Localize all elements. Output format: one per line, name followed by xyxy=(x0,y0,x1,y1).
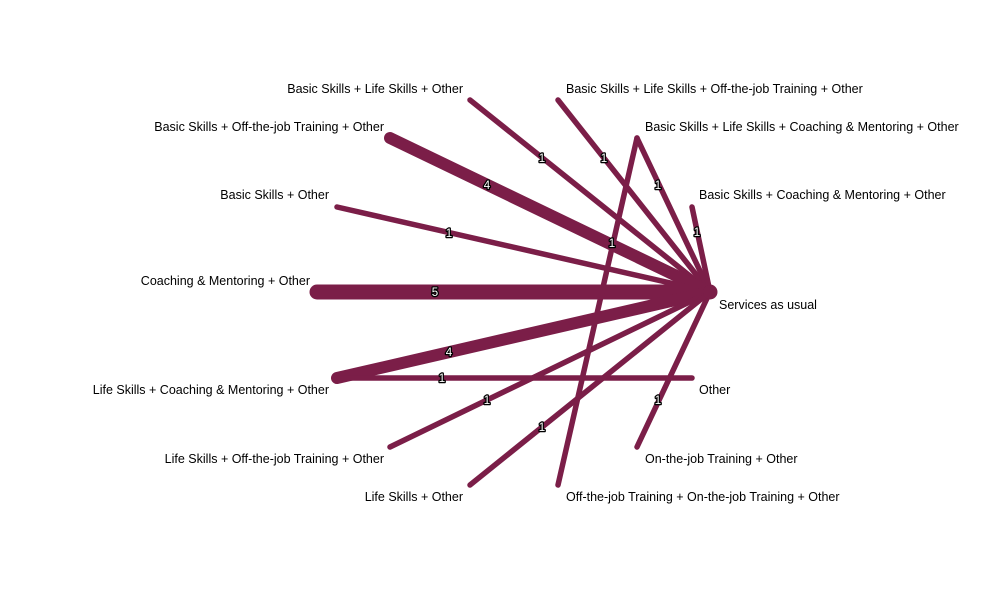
edge-weight-label: 1 xyxy=(539,422,545,434)
node-label: Basic Skills + Off-the-job Training + Ot… xyxy=(154,120,384,134)
node-label: Basic Skills + Life Skills + Other xyxy=(287,82,463,96)
node-label: Basic Skills + Other xyxy=(220,188,329,202)
edge-weight-label: 1 xyxy=(484,395,490,407)
edge-weight-label: 1 xyxy=(439,373,445,385)
edge-hub-n11 xyxy=(634,289,713,450)
edge-n4-n13 xyxy=(555,135,640,488)
node-label: On-the-job Training + Other xyxy=(645,452,798,466)
node-label: Other xyxy=(699,383,730,397)
edge-hub-n10 xyxy=(387,289,713,450)
edge-hub-n5 xyxy=(334,204,713,295)
node-label: Life Skills + Coaching & Mentoring + Oth… xyxy=(93,383,329,397)
edge-layer xyxy=(309,97,718,488)
edge-weight-label: 4 xyxy=(484,180,491,192)
edge-hub-n2 xyxy=(555,97,713,295)
edge-hub-n1 xyxy=(467,97,713,295)
edge-weight-label: 4 xyxy=(446,347,453,359)
node-label: Off-the-job Training + On-the-job Traini… xyxy=(566,490,840,504)
edge-weight-label: 1 xyxy=(601,153,607,165)
edge-hub-n6 xyxy=(689,204,713,295)
edge-hub-n12 xyxy=(467,289,713,488)
node-label-layer: Services as usual Basic Skills + Life Ski… xyxy=(93,82,959,504)
edge-weight-label: 1 xyxy=(446,228,452,240)
edge-weight-label: 1 xyxy=(655,395,661,407)
node-label: Life Skills + Other xyxy=(365,490,463,504)
node-label: Life Skills + Off-the-job Training + Oth… xyxy=(165,452,384,466)
edge-hub-n4 xyxy=(634,135,713,295)
edge-label-layer: 1 1 4 1 1 1 5 4 1 1 1 1 1 xyxy=(430,152,701,436)
edge-hub-n3 xyxy=(384,132,716,298)
edge-weight-label: 1 xyxy=(539,153,545,165)
hub-node-label: Services as usual xyxy=(719,298,817,312)
node-label: Basic Skills + Life Skills + Coaching & … xyxy=(645,120,959,134)
hub-node xyxy=(703,285,717,299)
edge-weight-label: 5 xyxy=(432,287,438,299)
node-label: Basic Skills + Coaching & Mentoring + Ot… xyxy=(699,188,946,202)
edge-weight-label: 1 xyxy=(609,238,615,250)
edge-weight-label: 1 xyxy=(655,180,661,192)
edge-hub-n8 xyxy=(331,286,716,384)
edge-weight-label: 1 xyxy=(694,227,700,239)
node-label: Basic Skills + Life Skills + Off-the-job… xyxy=(566,82,863,96)
node-label: Coaching & Mentoring + Other xyxy=(141,274,310,288)
